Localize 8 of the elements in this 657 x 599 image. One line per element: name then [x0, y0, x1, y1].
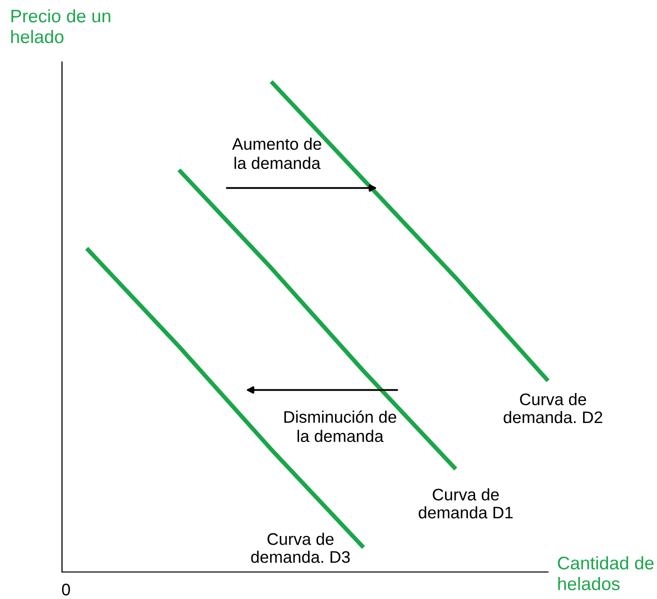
annotation: Disminución de la demanda [284, 410, 396, 442]
text: Curva de demanda D1 [418, 488, 513, 518]
y-axis-title: Precio de un helado [11, 9, 110, 44]
x-axis-title: Cantidad de helados [558, 556, 654, 590]
text: 0 [62, 584, 70, 596]
series-label: Curva de demanda. D3 [251, 532, 350, 563]
annotation: Aumento de la demanda [232, 138, 322, 170]
series-label: Curva de demanda. D2 [504, 393, 602, 424]
